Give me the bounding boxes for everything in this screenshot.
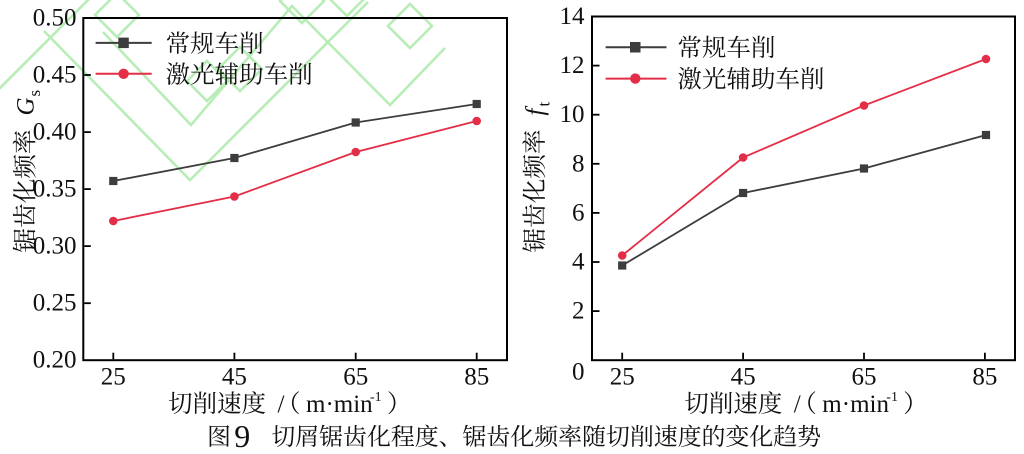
svg-text:0.40: 0.40	[33, 119, 77, 146]
svg-text:0.25: 0.25	[33, 290, 77, 317]
svg-text:/: /	[794, 391, 801, 418]
svg-text:25: 25	[101, 364, 126, 391]
svg-text:65: 65	[343, 364, 368, 391]
svg-text:85: 85	[972, 364, 997, 391]
svg-text:0.45: 0.45	[33, 62, 77, 89]
svg-text:0: 0	[572, 358, 585, 385]
svg-text:0.30: 0.30	[33, 233, 77, 260]
svg-text:0.20: 0.20	[33, 347, 77, 374]
svg-text:85: 85	[464, 364, 489, 391]
svg-text:-1: -1	[370, 390, 382, 405]
svg-text:14: 14	[560, 3, 586, 30]
svg-text:/: /	[278, 391, 285, 418]
svg-text:25: 25	[610, 364, 635, 391]
svg-text:4: 4	[572, 249, 585, 276]
svg-text:m·min: m·min	[306, 391, 373, 418]
svg-text:9: 9	[234, 418, 250, 454]
svg-text:45: 45	[731, 364, 756, 391]
svg-text:8: 8	[572, 150, 585, 177]
svg-text:m·min: m·min	[822, 391, 889, 418]
svg-text:45: 45	[222, 364, 247, 391]
svg-text:t: t	[535, 102, 554, 107]
svg-text:0.50: 0.50	[33, 5, 77, 32]
svg-text:f: f	[522, 106, 549, 116]
svg-text:G: G	[13, 97, 40, 115]
svg-text:2: 2	[572, 298, 585, 325]
svg-text:12: 12	[560, 52, 585, 79]
svg-text:-1: -1	[886, 390, 898, 405]
svg-text:65: 65	[852, 364, 877, 391]
svg-text:0.35: 0.35	[33, 176, 77, 203]
svg-text:s: s	[25, 90, 44, 97]
svg-text:10: 10	[560, 101, 585, 128]
svg-text:6: 6	[572, 199, 585, 226]
